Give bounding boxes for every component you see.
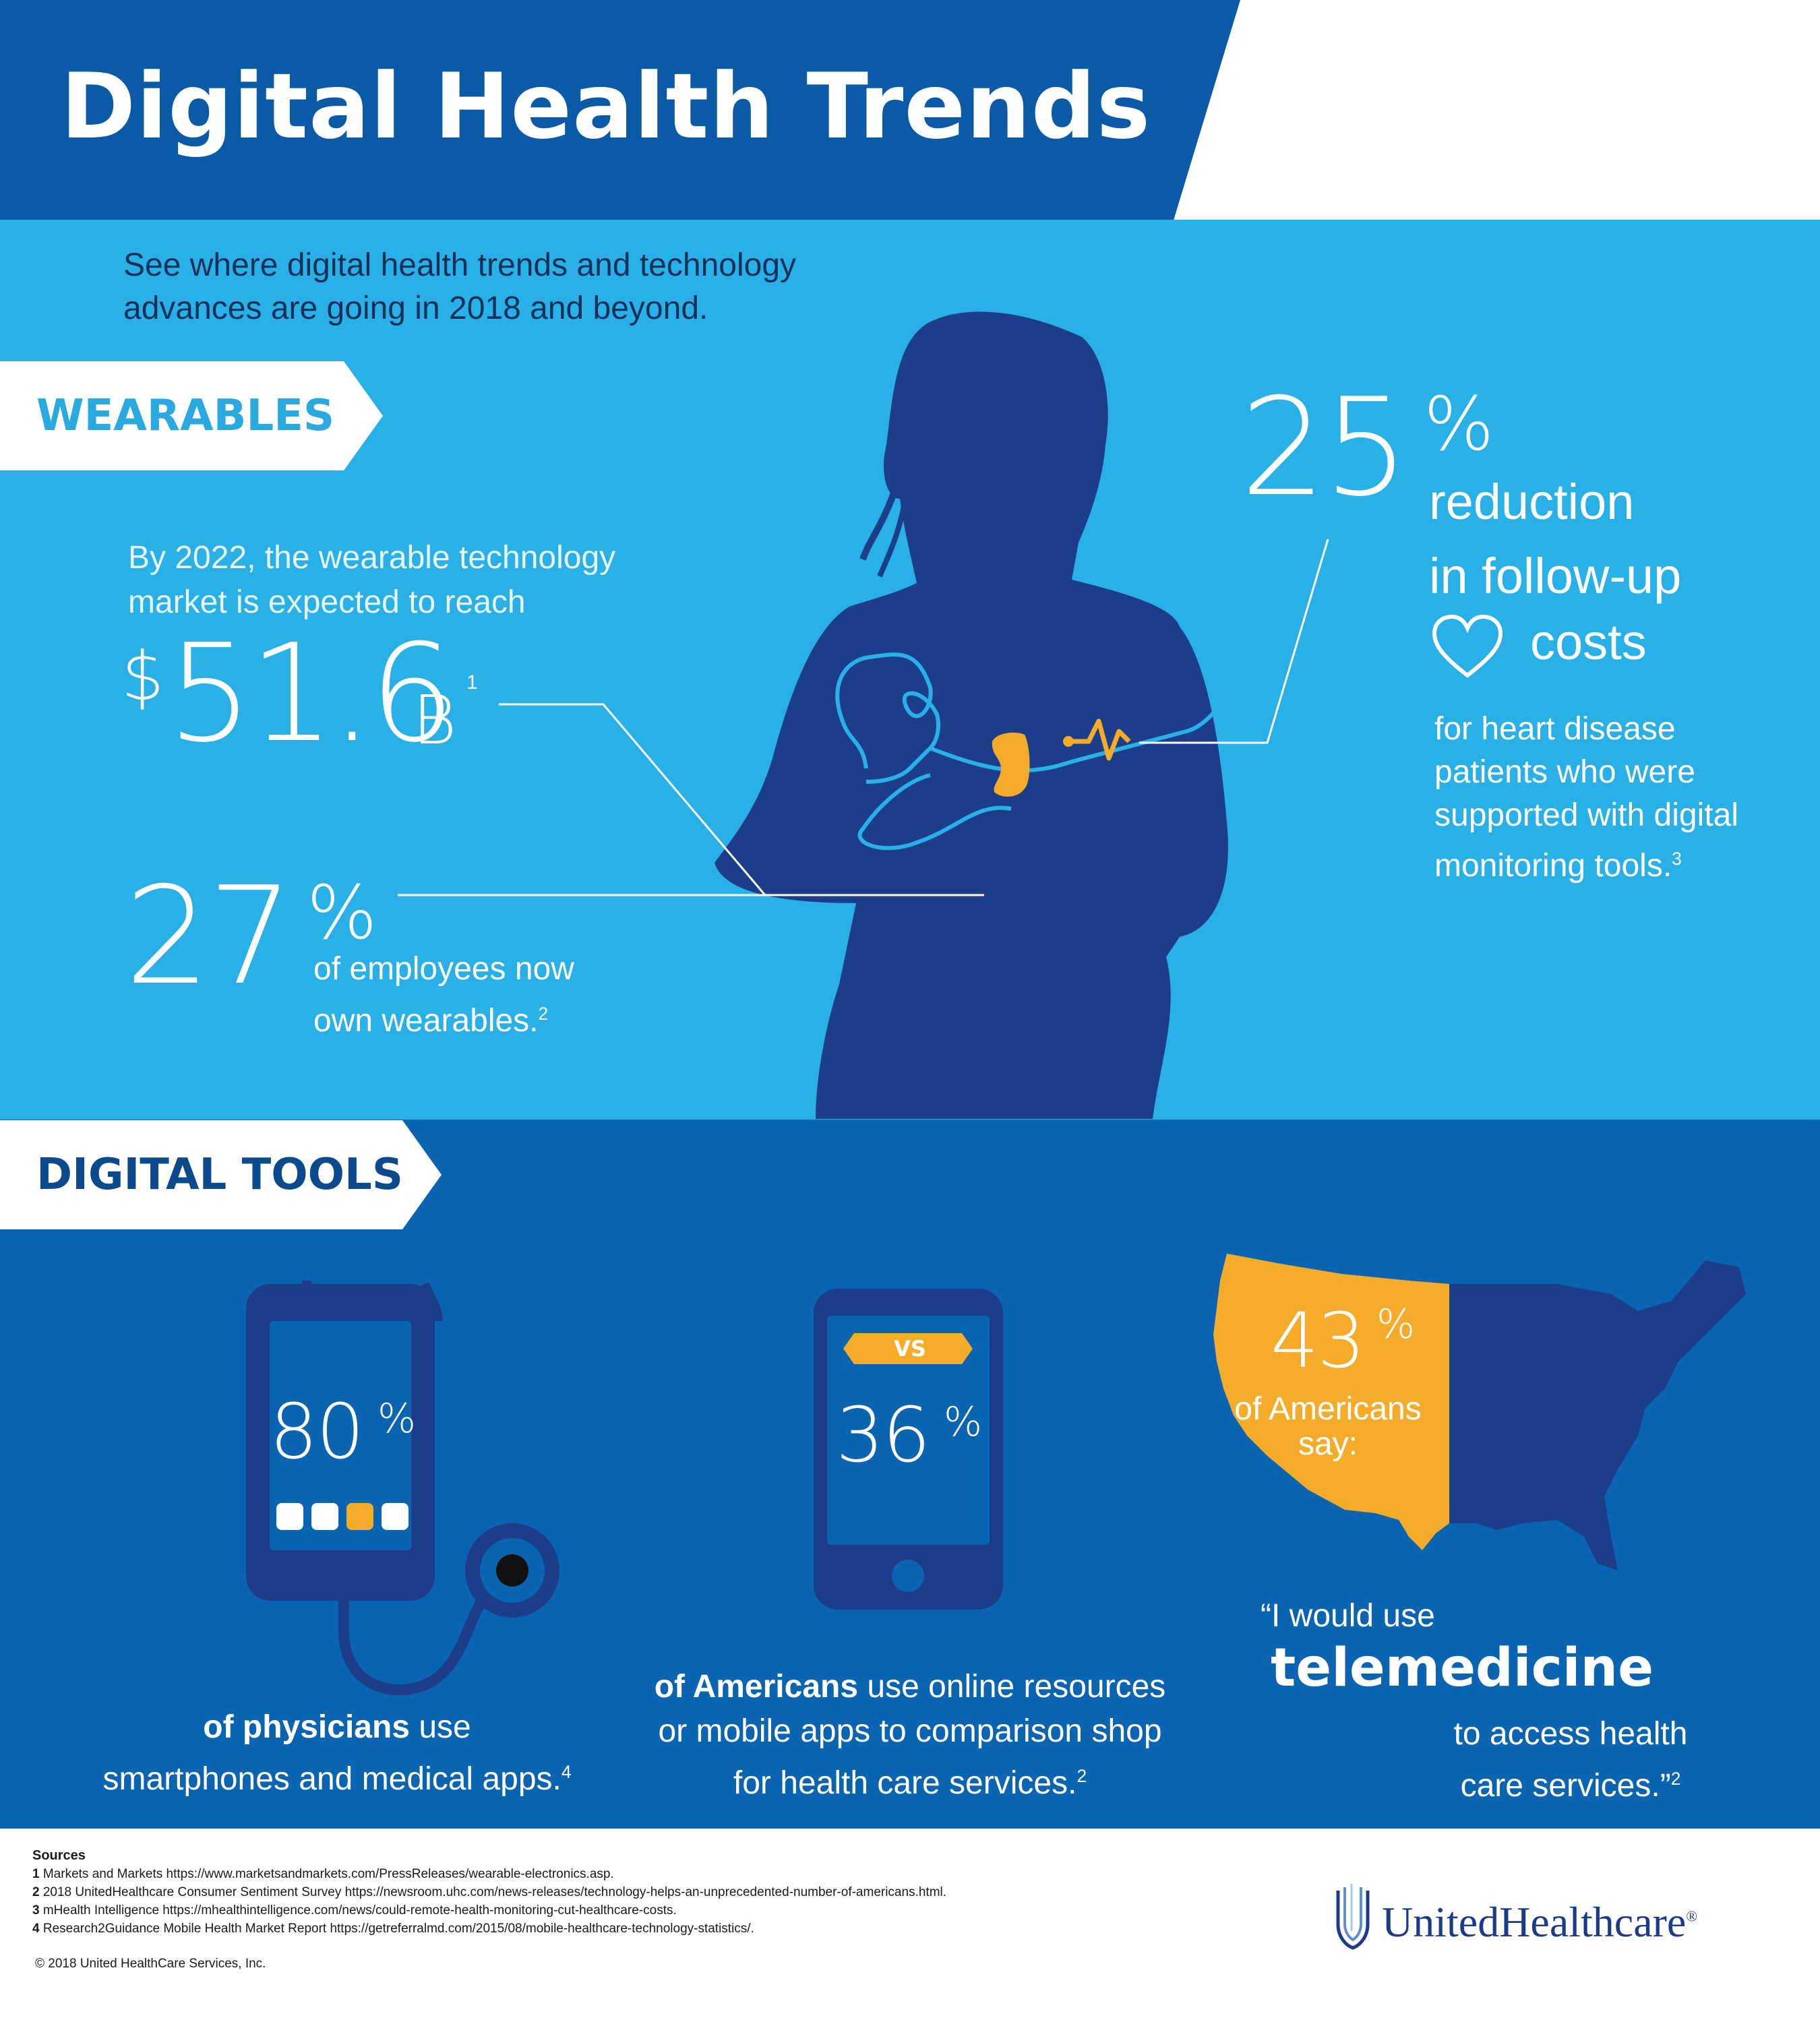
source-item: 1 Markets and Markets https://www.market… — [32, 1867, 614, 1881]
telemedicine-quote-tail: to access health care services.”2 — [1453, 1716, 1688, 1804]
reduction-detail: for heart disease patients who were supp… — [1434, 711, 1738, 884]
smartphone-stethoscope-icon — [246, 1281, 559, 1696]
copyright: © 2018 United HealthCare Services, Inc. — [35, 1957, 266, 1971]
digital-tools-heading: DIGITAL TOOLS — [36, 1150, 403, 1200]
reduction-percent-sign: % — [1424, 381, 1494, 467]
wearables-banner: WEARABLES — [0, 361, 383, 470]
comparison-caption: of Americans use online resources or mob… — [654, 1669, 1166, 1801]
market-currency: $ — [121, 637, 164, 716]
telemedicine-quote-keyword: telemedicine — [1271, 1638, 1654, 1698]
employees-value: 27 — [125, 858, 293, 1015]
vs-badge: VS — [894, 1336, 926, 1361]
telemedicine-value: 43 — [1271, 1297, 1366, 1385]
source-item: 4 Research2Guidance Mobile Health Market… — [32, 1922, 754, 1936]
digital-tools-banner: DIGITAL TOOLS — [0, 1120, 442, 1229]
physicians-value: 80 — [270, 1388, 365, 1476]
employees-percent-sign: % — [307, 869, 377, 956]
physicians-caption: of physicians use smartphones and medica… — [102, 1709, 572, 1797]
market-intro: By 2022, the wearable technology market … — [128, 540, 616, 620]
telemedicine-percent-sign: % — [1376, 1301, 1416, 1348]
smartphone-icon — [814, 1289, 1003, 1610]
comparison-value: 36 — [836, 1392, 931, 1479]
source-item: 3 mHealth Intelligence https://mhealthin… — [32, 1903, 677, 1918]
unitedhealthcare-logo-icon — [1336, 1884, 1370, 1950]
comparison-percent-sign: % — [944, 1399, 983, 1446]
source-item: 2 2018 UnitedHealthcare Consumer Sentime… — [32, 1885, 947, 1899]
market-unit: B — [413, 681, 457, 760]
wearables-heading: WEARABLES — [36, 391, 335, 441]
telemedicine-label: of Americans say: — [1234, 1391, 1422, 1462]
sources-heading: Sources — [32, 1848, 86, 1863]
page-title: Digital Health Trends — [61, 54, 1151, 159]
heart-icon — [1432, 614, 1503, 678]
physicians-percent-sign: % — [377, 1395, 417, 1442]
sources-list: Sources 1 Markets and Markets https://ww… — [32, 1847, 1313, 1938]
reduction-value: 25 — [1240, 369, 1409, 526]
market-value: 51.6 — [167, 615, 455, 772]
header-band — [0, 0, 1240, 222]
employees-text: of employees now own wearables.2 — [313, 951, 574, 1039]
market-footnote: 1 — [466, 671, 478, 694]
us-map-illustration — [1213, 1254, 1746, 1570]
telemedicine-quote-lead: “I would use — [1261, 1598, 1435, 1634]
unitedhealthcare-logo: UnitedHealthcare® — [1382, 1898, 1698, 1946]
reduction-costs-label: costs — [1530, 614, 1647, 670]
reduction-headline: reduction in follow-up — [1429, 474, 1682, 604]
intro-text: See where digital health trends and tech… — [123, 247, 797, 326]
